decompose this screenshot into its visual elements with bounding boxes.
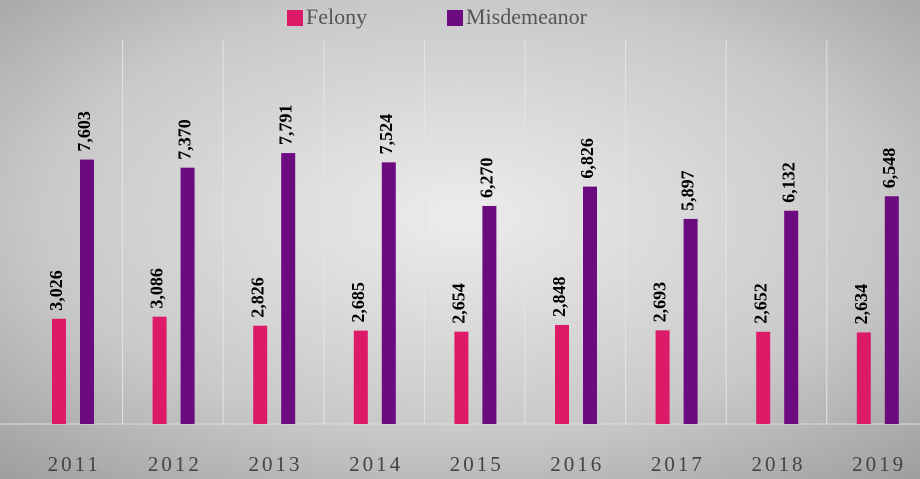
data-label: 7,370: [175, 119, 195, 160]
legend-swatch: [287, 10, 303, 26]
bar: [180, 167, 195, 424]
bar: [253, 325, 268, 424]
bar: [482, 205, 497, 424]
data-label: 6,548: [879, 148, 899, 189]
legend-label: Felony: [306, 4, 367, 29]
bar: [281, 153, 296, 424]
bar: [583, 186, 597, 424]
x-tick-label: 2016: [550, 452, 604, 476]
bar: [884, 196, 899, 424]
data-label: 7,603: [74, 111, 94, 152]
bar: [784, 210, 799, 424]
bar: [152, 316, 167, 424]
data-label: 2,634: [851, 284, 871, 325]
data-label: 2,848: [549, 276, 569, 317]
bar: [856, 332, 871, 424]
data-label: 3,086: [147, 268, 167, 309]
bar: [353, 330, 368, 424]
data-label: 7,524: [376, 114, 396, 155]
x-tick-label: 2012: [148, 452, 202, 476]
data-label: 2,654: [449, 283, 469, 324]
data-label: 6,826: [577, 138, 597, 179]
data-label: 2,685: [348, 282, 368, 323]
bar: [683, 218, 698, 424]
data-label: 3,026: [46, 270, 66, 311]
x-tick-label: 2013: [249, 452, 303, 476]
data-label: 2,652: [750, 283, 770, 324]
x-tick-label: 2014: [349, 452, 403, 476]
x-tick-label: 2011: [48, 452, 101, 476]
bar: [381, 162, 396, 424]
x-tick-label: 2019: [852, 452, 906, 476]
data-label: 6,132: [778, 162, 798, 203]
data-label: 6,270: [477, 157, 497, 198]
bar: [80, 159, 94, 425]
data-label: 2,693: [650, 282, 670, 323]
bar: [454, 331, 469, 424]
x-tick-label: 2015: [450, 452, 504, 476]
bar: [52, 318, 66, 424]
bar: [655, 330, 670, 424]
bar: [756, 331, 771, 424]
data-label: 7,791: [275, 105, 295, 146]
data-label: 5,897: [678, 170, 698, 211]
x-tick-label: 2017: [651, 452, 705, 476]
x-tick-label: 2018: [752, 452, 806, 476]
legend-swatch: [447, 10, 463, 26]
data-label: 2,826: [247, 277, 267, 318]
legend-label: Misdemeanor: [466, 4, 588, 29]
bar: [555, 324, 569, 424]
